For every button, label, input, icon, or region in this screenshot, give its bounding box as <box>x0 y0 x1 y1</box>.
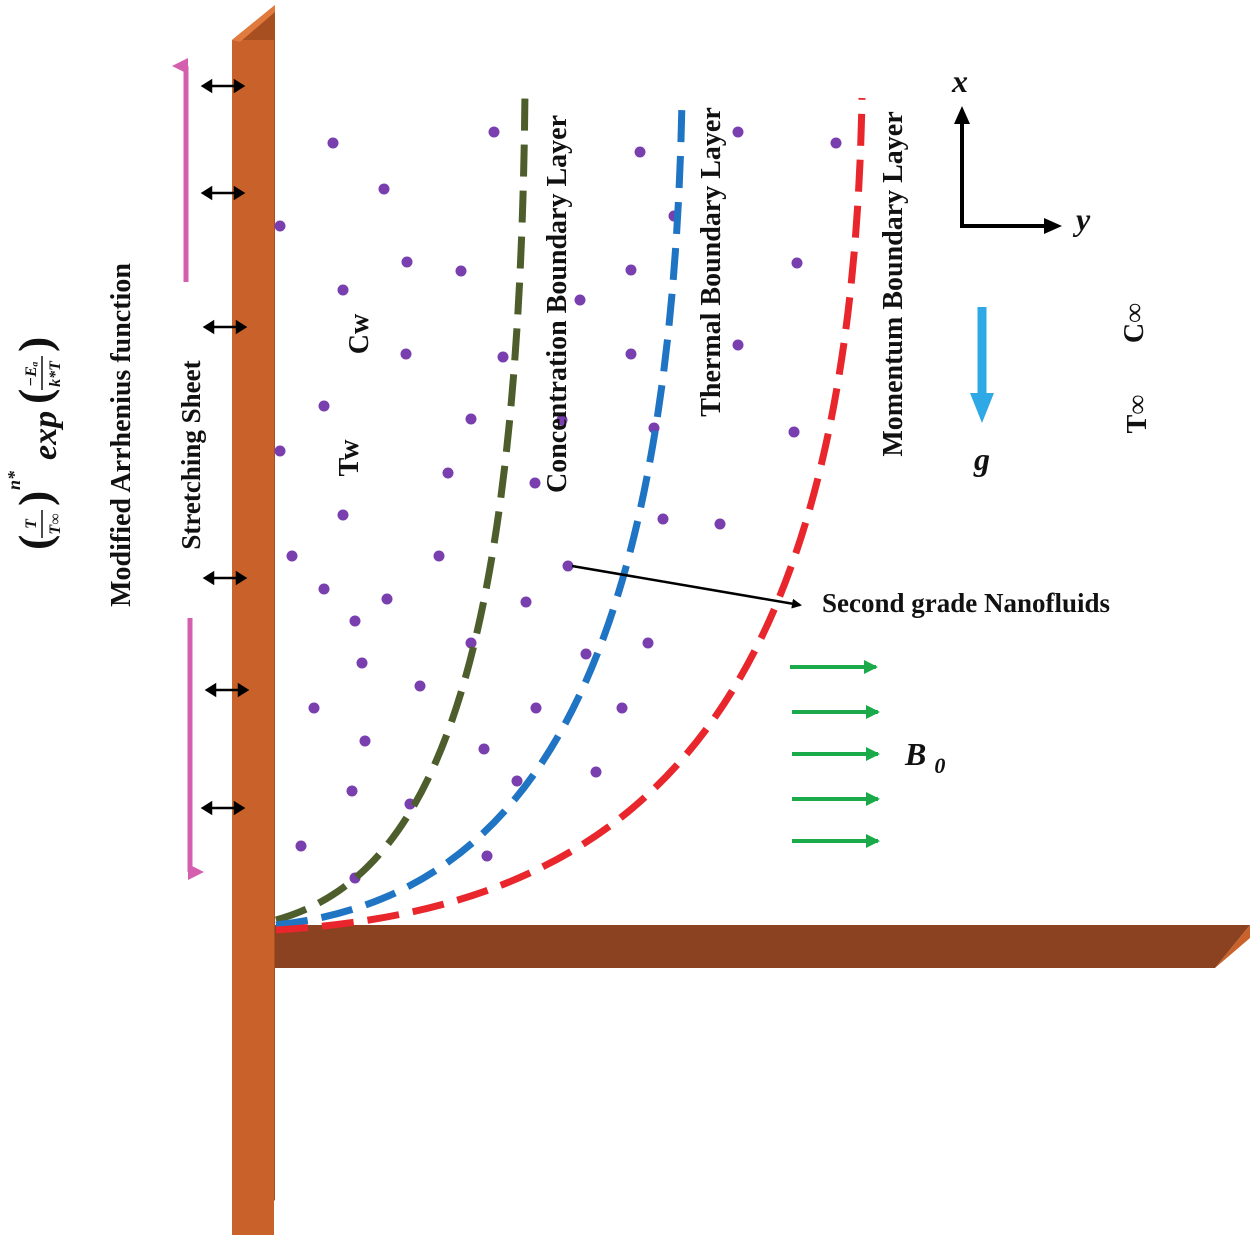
sheet-double-arrows <box>200 78 250 816</box>
wall-temperature-label: Tw <box>334 439 365 477</box>
nanoparticle-dot <box>625 348 637 360</box>
concentration-boundary-curve <box>275 87 529 924</box>
nanoparticle-dot <box>400 348 412 360</box>
nanoparticle-dot <box>478 743 490 755</box>
nanoparticle-dot <box>497 351 509 363</box>
momentum-layer-label: Momentum Boundary Layer <box>878 111 909 456</box>
nanoparticle-dot <box>286 550 298 562</box>
nanoparticle-dot <box>442 467 454 479</box>
double-arrow-icon <box>200 185 246 201</box>
nanoparticle-dot <box>318 400 330 412</box>
fluid-pointer-arrow <box>571 564 802 609</box>
svg-text:): ) <box>9 337 60 352</box>
nanoparticle-dot <box>580 648 592 660</box>
nanoparticle-dot <box>830 137 842 149</box>
stretching-sheet <box>232 5 275 1235</box>
nanoparticle-dot <box>318 583 330 595</box>
fluid-label: Second grade Nanofluids <box>822 588 1110 618</box>
nanoparticle-dot <box>732 339 744 351</box>
nanoparticle-dot <box>349 615 361 627</box>
floor-plate <box>240 925 1250 968</box>
nanoparticle-dot <box>511 775 523 787</box>
double-arrow-icon <box>200 78 246 94</box>
nanoparticle-dot <box>378 183 390 195</box>
svg-text:T: T <box>23 518 40 529</box>
nanoparticle-dot <box>274 445 286 457</box>
nanoparticle-dot <box>574 294 586 306</box>
coordinate-axes <box>954 106 1062 234</box>
nanoparticle-dot <box>455 265 467 277</box>
momentum-boundary-curve <box>275 97 866 934</box>
magnetic-field-subscript: 0 <box>934 753 945 778</box>
nanoparticle-dot <box>481 850 493 862</box>
nanoparticle-dot <box>346 785 358 797</box>
nanoparticle-dot <box>788 426 800 438</box>
nanoparticle-dot <box>625 264 637 276</box>
svg-text:(: ( <box>9 535 60 550</box>
nanoparticles <box>274 126 842 884</box>
nanoparticle-dot <box>488 126 500 138</box>
svg-text:k*T: k*T <box>47 360 64 387</box>
nanoparticle-dot <box>433 550 445 562</box>
nanoparticle-dot <box>274 220 286 232</box>
double-arrow-icon <box>202 570 248 586</box>
svg-text:−Eₐ: −Eₐ <box>23 361 40 386</box>
svg-text:(: ( <box>9 389 60 404</box>
nanoparticle-dot <box>642 637 654 649</box>
nanoparticle-dot <box>337 284 349 296</box>
nanoparticle-dot <box>295 840 307 852</box>
nanoparticle-dot <box>648 422 660 434</box>
nanoparticle-dot <box>529 477 541 489</box>
axis-x-label: x <box>951 63 968 99</box>
nanoparticle-dot <box>401 256 413 268</box>
wall-concentration-label: Cw <box>344 313 375 354</box>
nanoparticle-dot <box>337 509 349 521</box>
magnetic-field-label: B 0 <box>904 736 945 778</box>
nanoparticle-dot <box>308 702 320 714</box>
double-arrow-icon <box>200 800 246 816</box>
gravity-label: g <box>973 441 990 477</box>
svg-text:n*: n* <box>4 470 24 490</box>
ambient-concentration-label: C∞ <box>1119 303 1150 343</box>
gravity-arrow <box>970 307 994 423</box>
concentration-layer-label: Concentration Boundary Layer <box>542 115 573 493</box>
nanoparticle-dot <box>556 414 568 426</box>
nanoparticle-dot <box>381 593 393 605</box>
nanoparticle-dot <box>616 702 628 714</box>
nanoparticle-dot <box>356 657 368 669</box>
nanoparticle-dot <box>465 637 477 649</box>
nanoparticle-dot <box>327 137 339 149</box>
double-arrow-icon <box>204 682 250 698</box>
nanoparticle-dot <box>714 518 726 530</box>
nanoparticle-dot <box>732 126 744 138</box>
thermal-boundary-curve <box>275 99 686 929</box>
ambient-temperature-label: T∞ <box>1122 395 1153 434</box>
svg-text:T∞: T∞ <box>47 513 64 534</box>
arrhenius-title: Modified Arrhenius function <box>106 263 137 607</box>
nanoparticle-dot <box>359 735 371 747</box>
nanoparticle-dot <box>634 146 646 158</box>
nanoparticle-dot <box>562 560 574 572</box>
nanoparticle-dot <box>530 702 542 714</box>
svg-text:): ) <box>9 491 60 506</box>
nanoparticle-dot <box>791 257 803 269</box>
axis-y-label: y <box>1072 201 1091 237</box>
double-arrow-icon <box>202 319 248 335</box>
nanoparticle-dot <box>414 680 426 692</box>
magnetic-field-arrows <box>790 660 880 848</box>
stretching-sheet-label: Stretching Sheet <box>176 360 206 549</box>
svg-text:exp: exp <box>27 411 64 460</box>
thermal-layer-label: Thermal Boundary Layer <box>696 107 727 417</box>
nanoparticle-dot <box>657 513 669 525</box>
nanoparticle-dot <box>590 766 602 778</box>
nanoparticle-dot <box>520 596 532 608</box>
magnetic-field-label-text: B <box>904 736 926 772</box>
arrhenius-formula: ( T T∞ ) n* exp ( −Eₐ k*T ) <box>4 337 64 550</box>
nanoparticle-dot <box>465 413 477 425</box>
